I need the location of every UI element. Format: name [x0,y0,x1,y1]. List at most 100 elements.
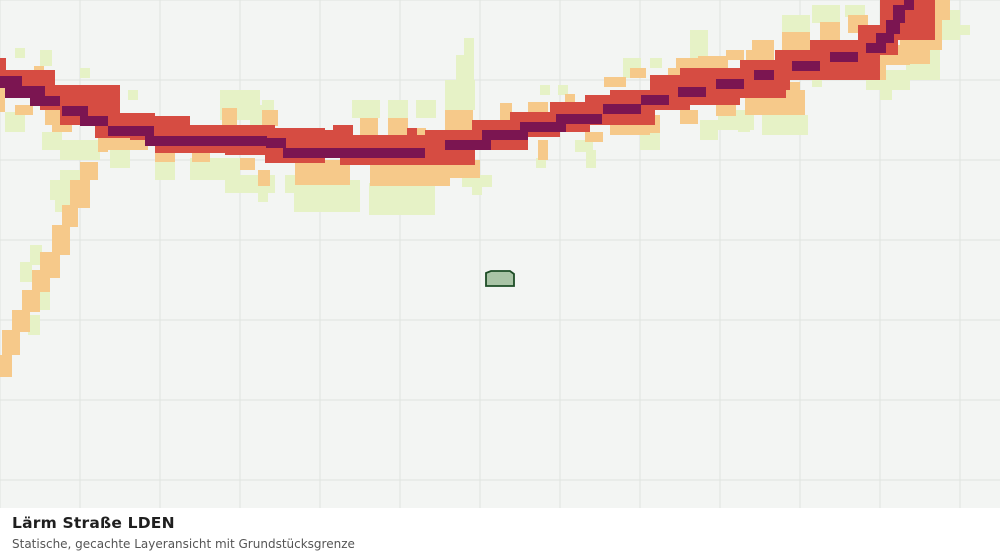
noise-cell-medium [565,94,575,104]
noise-cell-medium [698,56,728,68]
noise-zone-very-high [0,0,914,158]
noise-cell-medium [52,122,72,132]
noise-cell-very-high [0,76,22,88]
noise-cell-medium [0,82,5,112]
noise-cell-medium [388,118,408,138]
noise-cell-very-high [520,122,566,132]
noise-cell-medium [680,110,698,124]
noise-cell-light [586,150,596,168]
noise-cell-very-high [283,148,425,158]
noise-cell-very-high [482,130,528,140]
noise-cell-light [60,170,80,182]
noise-cell-light [845,5,865,17]
noise-cell-light [690,30,708,58]
noise-cell-medium [22,290,40,312]
noise-cell-very-high [80,116,108,126]
noise-cell-very-high [62,106,88,116]
noise-cell-light [190,158,240,180]
layer-title: Lärm Straße LDEN [12,514,175,532]
noise-cell-light [285,175,295,193]
noise-cell-light [558,85,568,95]
noise-cell-very-high [830,52,858,62]
noise-cell-medium [726,50,744,60]
noise-cell-light [369,183,435,215]
noise-cell-medium [585,132,603,142]
noise-cell-medium [630,68,646,78]
noise-cell-very-high [893,5,905,23]
noise-cell-light [155,158,175,180]
noise-cell-light [5,112,25,132]
noise-cell-high [915,0,935,20]
noise-cell-light [30,245,42,265]
noise-cell-light [128,90,138,100]
noise-cell-light [20,262,32,282]
noise-cell-light [110,148,130,168]
noise-cell-light [575,140,593,152]
noise-cell-very-high [876,33,894,43]
caption-panel: Lärm Straße LDEN Statische, gecachte Lay… [0,508,1000,560]
noise-cell-light [60,140,100,160]
noise-cell-medium [262,110,278,126]
layer-subtitle: Statische, gecachte Layeransicht mit Gru… [12,537,355,551]
noise-cell-light [40,50,52,66]
noise-zone-light [5,5,970,335]
noise-cell-very-high [5,86,45,98]
noise-cell-light [650,58,662,68]
noise-cell-medium [716,104,736,116]
noise-cell-light [812,5,840,23]
noise-cell-medium [70,180,90,208]
noise-cell-medium [98,130,108,152]
noise-cell-light [540,85,550,95]
noise-cell-light [294,180,360,212]
parcel-boundary[interactable] [485,270,515,287]
noise-cell-medium [15,105,33,115]
noise-cell-very-high [30,96,60,106]
noise-cell-medium [52,225,70,255]
noise-cell-high [333,125,353,135]
noise-cell-light [762,115,808,135]
noise-cell-very-high [866,43,886,53]
noise-cell-light [960,25,970,35]
road-noise-zones [0,0,970,377]
noise-cell-light [812,75,822,87]
noise-cell-very-high [266,138,286,148]
noise-cell-light [880,88,892,100]
noise-cell-light [258,190,268,202]
noise-cell-light [50,180,70,200]
noise-cell-very-high [556,114,602,124]
noise-cell-very-high [792,61,820,71]
noise-cell-light [262,100,274,110]
noise-cell-medium [62,205,78,227]
noise-cell-very-high [904,0,914,10]
noise-cell-light [472,185,482,195]
noise-cell-medium [445,110,473,130]
noise-cell-light [782,15,810,37]
noise-cell-very-high [886,20,900,34]
noise-cell-light [536,158,546,168]
noise-cell-medium [528,102,548,114]
noise-cell-light [352,100,380,118]
map-view[interactable] [0,0,1000,508]
noise-cell-light [388,100,408,120]
noise-cell-very-high [716,79,744,89]
noise-cell-light [700,120,718,140]
noise-cell-medium [0,355,12,377]
noise-cell-light [738,120,750,132]
noise-cell-light [456,55,474,81]
noise-cell-very-high [108,126,154,136]
noise-cell-medium [820,22,840,42]
noise-cell-light [464,38,474,58]
noise-cell-very-high [445,140,491,150]
noise-cell-medium [12,310,30,332]
noise-cell-light [28,315,40,335]
noise-cell-very-high [603,104,641,114]
noise-cell-medium [32,270,50,292]
noise-cell-medium [604,77,626,87]
noise-cell-medium [80,162,98,180]
noise-cell-light [650,140,660,150]
noise-cell-high [490,140,528,150]
noise-cell-medium [222,108,237,130]
noise-cell-very-high [145,136,267,146]
noise-cell-light [445,80,475,110]
noise-cell-light [42,132,62,150]
